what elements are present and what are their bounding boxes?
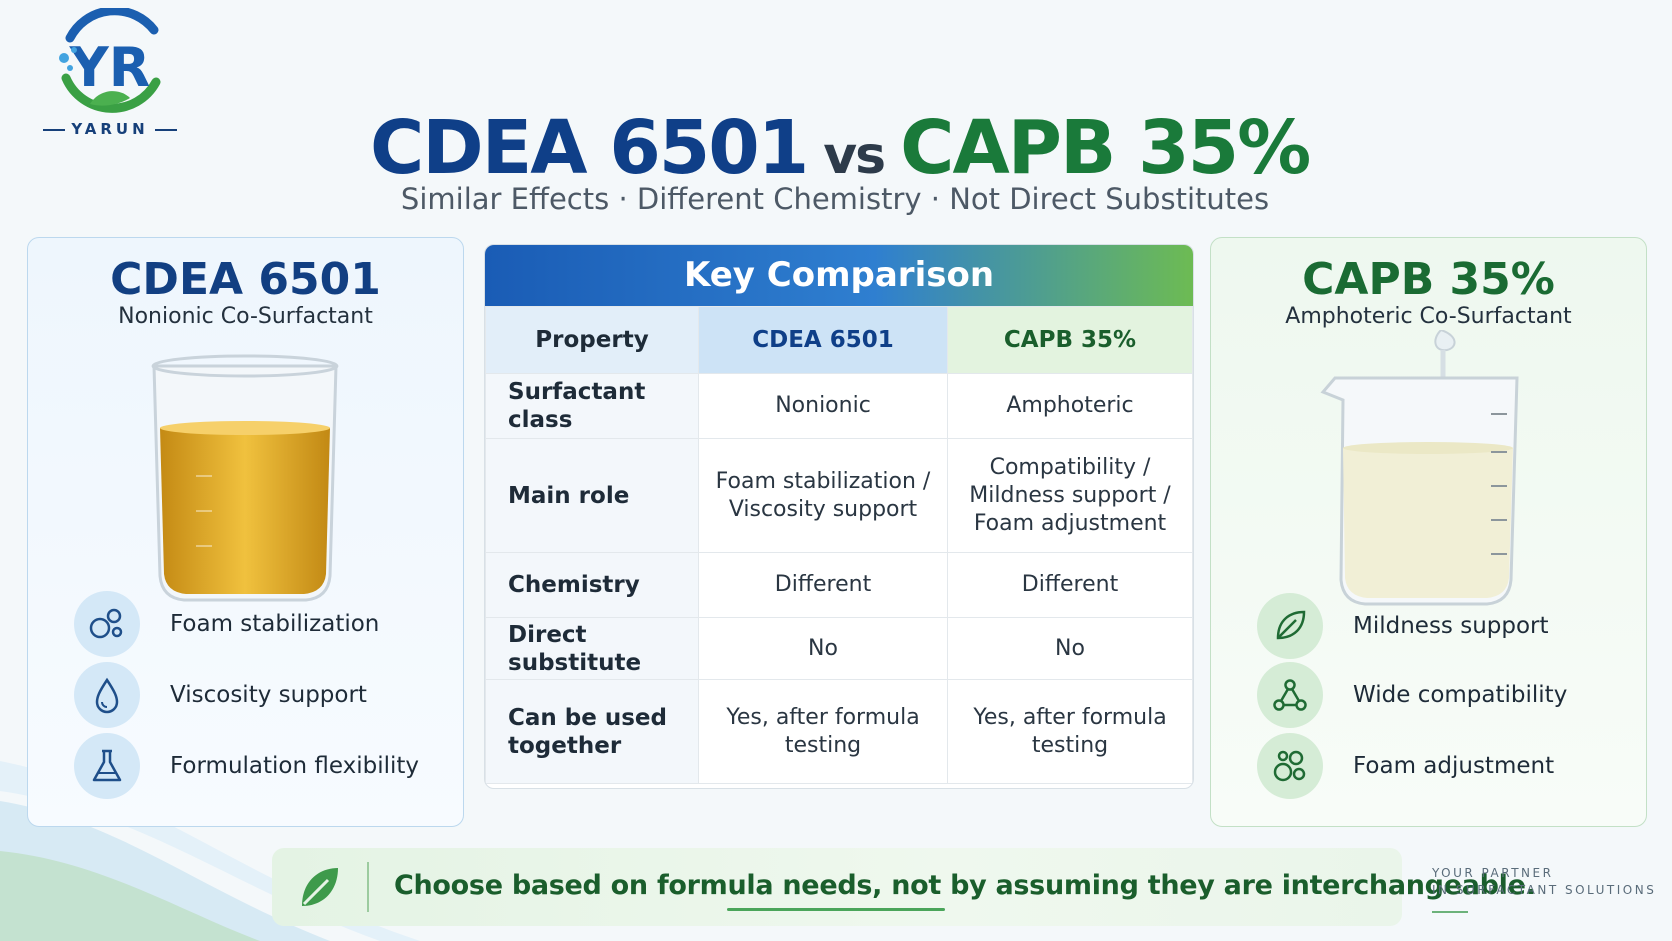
title-right-product: CAPB 35% bbox=[900, 105, 1311, 191]
header-property: Property bbox=[485, 306, 699, 374]
feature-label: Foam stabilization bbox=[170, 611, 380, 637]
molecule-icon bbox=[1257, 662, 1323, 728]
cdea-panel: CDEA 6501 Nonionic Co-Surfactant Foam st… bbox=[27, 237, 464, 827]
bubbles-icon bbox=[1257, 733, 1323, 799]
capb-cell: Compatibility / Mildness support / Foam … bbox=[947, 438, 1193, 553]
title-vs: vs bbox=[823, 126, 886, 186]
feature-label: Viscosity support bbox=[170, 682, 367, 708]
table-header-row: Property CDEA 6501 CAPB 35% bbox=[485, 306, 1193, 374]
feature-label: Wide compatibility bbox=[1353, 682, 1568, 708]
header-cdea: CDEA 6501 bbox=[698, 306, 948, 374]
cdea-feature-1: Foam stabilization bbox=[74, 591, 454, 657]
capb-cell: No bbox=[947, 617, 1193, 680]
tagline-line-2: IN SURFACTANT SOLUTIONS bbox=[1432, 883, 1657, 897]
yr-logo-icon: YR bbox=[59, 8, 161, 113]
cdea-feature-2: Viscosity support bbox=[74, 662, 454, 728]
page-title: CDEA 6501 vs CAPB 35% bbox=[370, 105, 1311, 198]
capb-cell: Yes, after formula testing bbox=[947, 679, 1193, 784]
banner-divider bbox=[367, 862, 369, 912]
table-title: Key Comparison bbox=[485, 245, 1193, 306]
cdea-cell: Yes, after formula testing bbox=[698, 679, 948, 784]
capb-panel-subtitle: Amphoteric Co-Surfactant bbox=[1285, 304, 1572, 329]
feature-label: Mildness support bbox=[1353, 613, 1549, 639]
comparison-grid: Property CDEA 6501 CAPB 35% Surfactant c… bbox=[485, 306, 1193, 784]
table-row: Surfactant class Nonionic Amphoteric bbox=[485, 373, 1193, 439]
cdea-cell: Different bbox=[698, 552, 948, 618]
row-label: Main role bbox=[485, 438, 699, 553]
cdea-feature-3: Formulation flexibility bbox=[74, 733, 454, 799]
page-subtitle: Similar Effects · Different Chemistry · … bbox=[400, 182, 1270, 216]
cdea-cell: Foam stabilization / Viscosity support bbox=[698, 438, 948, 553]
conclusion-banner: Choose based on formula needs, not by as… bbox=[272, 848, 1536, 926]
comparison-table: Key Comparison Property CDEA 6501 CAPB 3… bbox=[484, 244, 1194, 789]
row-label: Surfactant class bbox=[485, 373, 699, 439]
banner-text: Choose based on formula needs, not by as… bbox=[394, 870, 1536, 901]
header-capb: CAPB 35% bbox=[947, 306, 1193, 374]
table-row: Can be used together Yes, after formula … bbox=[485, 679, 1193, 784]
bubbles-icon bbox=[74, 591, 140, 657]
brand-name: YARUN bbox=[30, 120, 190, 138]
svg-text:YR: YR bbox=[69, 36, 151, 99]
tagline-accent bbox=[1432, 911, 1468, 913]
capb-feature-3: Foam adjustment bbox=[1257, 733, 1637, 799]
capb-panel-title: CAPB 35% bbox=[1302, 254, 1555, 305]
capb-panel: CAPB 35% Amphoteric Co-Surfactant Mildne… bbox=[1210, 237, 1647, 827]
title-left-product: CDEA 6501 bbox=[370, 105, 809, 191]
cdea-panel-subtitle: Nonionic Co-Surfactant bbox=[118, 304, 373, 329]
amber-beaker-image bbox=[151, 354, 339, 602]
brand-logo: YR YARUN bbox=[30, 8, 190, 143]
table-row: Direct substitute No No bbox=[485, 617, 1193, 680]
cdea-cell: No bbox=[698, 617, 948, 680]
row-label: Direct substitute bbox=[485, 617, 699, 680]
leaf-icon bbox=[296, 862, 344, 916]
cdea-cell: Nonionic bbox=[698, 373, 948, 439]
cdea-panel-title: CDEA 6501 bbox=[110, 254, 381, 305]
feature-label: Foam adjustment bbox=[1353, 753, 1555, 779]
feature-label: Formulation flexibility bbox=[170, 753, 420, 779]
brand-tagline: YOUR PARTNER IN SURFACTANT SOLUTIONS bbox=[1432, 865, 1662, 899]
row-label: Chemistry bbox=[485, 552, 699, 618]
table-row: Chemistry Different Different bbox=[485, 552, 1193, 618]
leaf-icon bbox=[1257, 593, 1323, 659]
flask-icon bbox=[74, 733, 140, 799]
table-row: Main role Foam stabilization / Viscosity… bbox=[485, 438, 1193, 553]
clear-beaker-image bbox=[1320, 330, 1519, 606]
tagline-line-1: YOUR PARTNER bbox=[1432, 866, 1554, 880]
capb-feature-2: Wide compatibility bbox=[1257, 662, 1637, 728]
capb-cell: Amphoteric bbox=[947, 373, 1193, 439]
row-label: Can be used together bbox=[485, 679, 699, 784]
capb-feature-1: Mildness support bbox=[1257, 593, 1637, 659]
droplet-icon bbox=[74, 662, 140, 728]
banner-underline bbox=[727, 908, 945, 911]
capb-cell: Different bbox=[947, 552, 1193, 618]
